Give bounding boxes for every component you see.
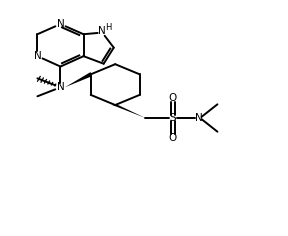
Text: N: N	[98, 26, 106, 36]
Text: O: O	[169, 93, 177, 103]
Text: N: N	[34, 51, 41, 61]
Polygon shape	[112, 105, 145, 118]
Text: H: H	[105, 23, 111, 32]
Text: N: N	[57, 82, 64, 92]
Text: N: N	[57, 19, 64, 29]
Text: O: O	[169, 133, 177, 143]
Text: N: N	[195, 113, 202, 123]
Polygon shape	[65, 72, 91, 87]
Text: S: S	[169, 113, 176, 123]
